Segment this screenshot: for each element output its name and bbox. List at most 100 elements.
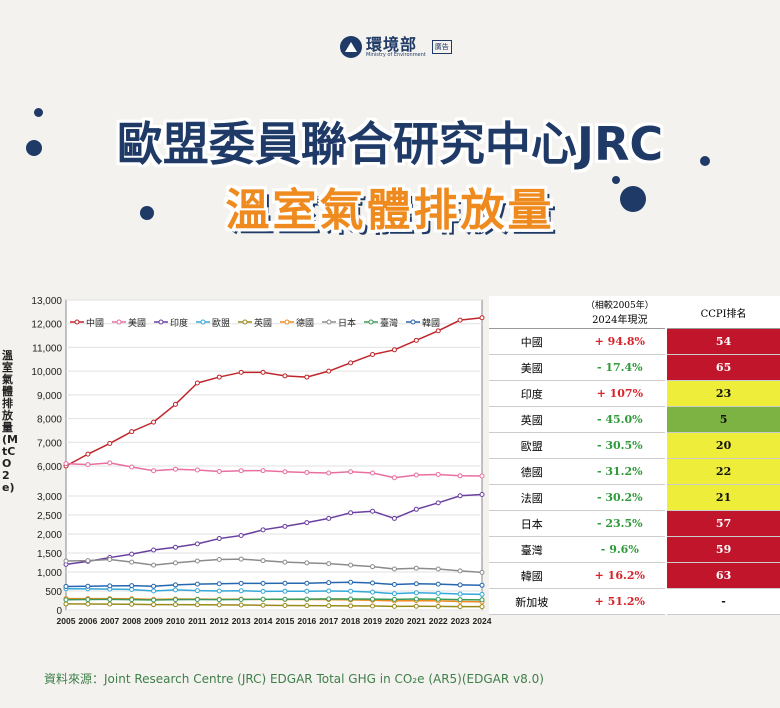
row-country: 歐盟 [489,432,575,459]
data-point [413,581,419,587]
legend-marker [74,319,80,325]
table-row: 印度 + 107% 23 [489,380,780,407]
table-row: 日本 - 23.5% 57 [489,510,780,537]
legend-marker [326,319,332,325]
data-point [107,601,113,607]
table-header-row: （相較2005年） 2024年現況 CCPI排名 [489,296,780,329]
data-point [282,469,288,475]
x-tick-label: 2021 [407,616,426,626]
data-point [326,368,332,374]
data-point [63,601,69,607]
data-point [413,565,419,571]
data-point [216,556,222,562]
data-point [172,544,178,550]
x-tick-label: 2023 [451,616,470,626]
data-point [413,603,419,609]
legend-marker [242,319,248,325]
row-change: - 23.5% [574,510,667,537]
series-line-印度 [65,493,483,566]
legend-label: 歐盟 [212,317,230,329]
data-point [348,603,354,609]
table-row: 美國 - 17.4% 65 [489,354,780,381]
data-point [304,560,310,566]
row-country: 中國 [489,328,575,355]
row-change: - 30.2% [574,484,667,511]
legend-label: 美國 [128,317,146,329]
x-tick-label: 2022 [429,616,448,626]
data-point [260,369,266,375]
data-point [238,588,244,594]
row-change: + 51.2% [574,588,667,615]
x-tick-label: 2015 [275,616,294,626]
decor-dot-icon [26,140,42,156]
data-point [391,347,397,353]
decor-dot-icon [620,186,646,212]
data-point [260,558,266,564]
data-point [435,581,441,587]
decor-dot-icon [34,108,43,117]
data-point [282,596,288,602]
series-line-臺灣 [65,598,483,601]
row-rank: 5 [665,406,780,433]
ccpi-table: （相較2005年） 2024年現況 CCPI排名 中國 + 94.8% 54 美國 - … [489,296,780,615]
table-row: 德國 - 31.2% 22 [489,458,780,485]
data-point [479,591,485,597]
series-line-日本 [65,558,483,574]
data-point [216,597,222,603]
legend-label: 印度 [170,317,188,329]
table-row: 韓國 + 16.2% 63 [489,562,780,589]
data-point [348,596,354,602]
data-point [107,556,113,562]
x-tick-label: 2005 [57,616,76,626]
data-point [151,597,157,603]
legend-label: 德國 [296,317,314,329]
data-point [194,597,200,603]
data-point [238,533,244,539]
data-point [85,597,91,603]
data-point [348,510,354,516]
row-rank: 20 [665,432,780,459]
row-change: - 30.5% [574,432,667,459]
data-point [129,583,135,589]
y-tick-label: 3,000 [37,492,62,503]
data-point [435,566,441,572]
data-point [282,523,288,529]
y-tick-label: 9,000 [37,391,62,402]
data-point [216,374,222,380]
x-tick-label: 2010 [166,616,185,626]
row-country: 臺灣 [489,536,575,563]
data-point [326,603,332,609]
row-rank: 63 [665,562,780,589]
data-point [194,541,200,547]
data-point [129,464,135,470]
plot-area [65,299,483,611]
data-point [172,587,178,593]
row-rank: 65 [665,354,780,381]
page-subtitle: 溫室氣體排放量 [225,185,555,236]
data-point [238,556,244,562]
data-point [304,588,310,594]
decor-dot-icon [140,206,154,220]
data-point [172,401,178,407]
data-point [63,583,69,589]
row-change: - 17.4% [574,354,667,381]
data-point [457,591,463,597]
data-point [260,596,266,602]
x-tick-label: 2018 [341,616,360,626]
data-point [413,506,419,512]
row-country: 美國 [489,354,575,381]
row-change: + 107% [574,380,667,407]
data-point [107,596,113,602]
x-tick-label: 2009 [144,616,163,626]
data-point [194,588,200,594]
data-point [479,492,485,497]
legend-marker [158,319,164,325]
data-point [348,588,354,594]
x-tick-label: 2008 [122,616,141,626]
legend-marker [200,319,206,325]
data-point [391,515,397,521]
table-row: 臺灣 - 9.6% 59 [489,536,780,563]
data-point [194,558,200,564]
data-point [348,360,354,366]
legend-marker [410,319,416,325]
